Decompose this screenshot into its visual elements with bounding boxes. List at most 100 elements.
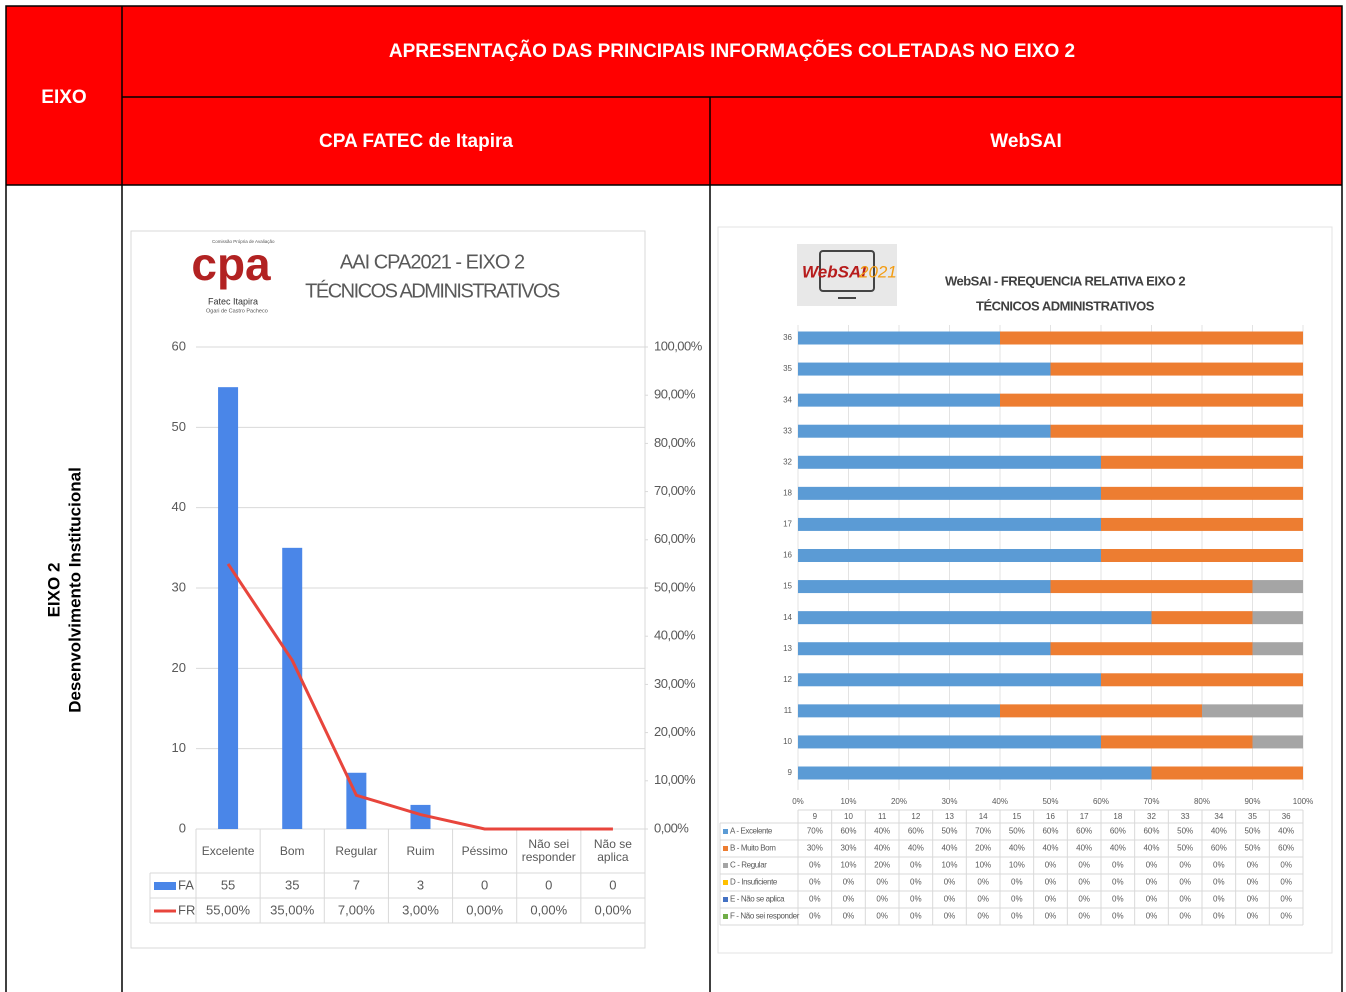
table-value: 40% bbox=[1009, 844, 1025, 853]
table-header: 10 bbox=[844, 812, 853, 821]
y-tick-label: 11 bbox=[784, 706, 793, 715]
x-tick-label: 40% bbox=[992, 797, 1008, 806]
table-value: 35,00% bbox=[270, 902, 315, 917]
table-value: 0% bbox=[1146, 895, 1158, 904]
bar-segment bbox=[1101, 517, 1303, 531]
table-value: 55 bbox=[221, 877, 235, 892]
bar-segment bbox=[1252, 642, 1303, 656]
table-value: 50% bbox=[941, 827, 957, 836]
x-tick-label: 100% bbox=[1293, 797, 1313, 806]
table-value: 0% bbox=[1280, 878, 1292, 887]
table-value: 0% bbox=[1247, 895, 1259, 904]
table-value: 40% bbox=[1211, 827, 1227, 836]
table-value: 40% bbox=[1076, 844, 1092, 853]
table-value: 60% bbox=[1042, 827, 1058, 836]
y-tick-label: 30 bbox=[172, 579, 186, 594]
table-value: 0% bbox=[1179, 861, 1191, 870]
table-value: 70% bbox=[807, 827, 823, 836]
table-value: 10% bbox=[975, 861, 991, 870]
table-value: 0% bbox=[1112, 861, 1124, 870]
y-tick-label: 33 bbox=[783, 426, 792, 435]
table-value: 0% bbox=[1045, 895, 1057, 904]
x-tick-label: 10% bbox=[840, 797, 856, 806]
bar-segment bbox=[798, 735, 1101, 749]
table-value: 40% bbox=[1042, 844, 1058, 853]
table-value: 0% bbox=[1146, 912, 1158, 921]
table-value: 0 bbox=[609, 877, 616, 892]
logo-bg bbox=[797, 244, 897, 306]
table-value: 0% bbox=[944, 895, 956, 904]
bar-segment bbox=[1252, 580, 1303, 594]
chart-title: AAI CPA2021 - EIXO 2 bbox=[340, 251, 525, 273]
y-tick-label: 35 bbox=[783, 364, 792, 373]
table-value: 0% bbox=[977, 895, 989, 904]
chart-subtitle: TÉCNICOS ADMINISTRATIVOS bbox=[976, 298, 1155, 313]
x-tick-label: 80% bbox=[1194, 797, 1210, 806]
table-value: 0% bbox=[843, 912, 855, 921]
legend-label: D - Insuficiente bbox=[730, 878, 778, 887]
table-header: 16 bbox=[1046, 812, 1055, 821]
bar-segment bbox=[798, 580, 1051, 594]
legend-key bbox=[723, 880, 728, 885]
y-tick-label: 14 bbox=[783, 613, 792, 622]
table-value: 0 bbox=[481, 877, 488, 892]
table-value: 3,00% bbox=[402, 902, 439, 917]
y-tick-label: 60 bbox=[172, 338, 186, 353]
x-tick-label: 0% bbox=[792, 797, 804, 806]
table-value: 0 bbox=[545, 877, 552, 892]
table-value: 0% bbox=[1011, 878, 1023, 887]
bar-segment bbox=[1101, 455, 1303, 469]
table-value: 0% bbox=[1179, 895, 1191, 904]
x-tick-label: Bom bbox=[279, 843, 305, 858]
line bbox=[226, 563, 613, 831]
table-value: 30% bbox=[807, 844, 823, 853]
label-box: Não sei responder bbox=[522, 838, 576, 864]
table-value: 40% bbox=[874, 844, 890, 853]
row-eixo: EIXO 2 bbox=[44, 563, 63, 618]
bar-segment bbox=[1252, 735, 1303, 749]
table-value: 60% bbox=[1110, 827, 1126, 836]
legend-key bbox=[723, 863, 728, 868]
label-box: Não se aplica bbox=[594, 838, 632, 864]
x-tick-label: Excelente bbox=[201, 843, 255, 858]
logo-sub: Ogari de Castro Pacheco bbox=[206, 308, 268, 314]
table-value: 0% bbox=[944, 878, 956, 887]
x-tick-label: Ruim bbox=[406, 843, 435, 858]
col-cpa: CPA FATEC de Itapira bbox=[319, 131, 513, 152]
table-value: 20% bbox=[975, 844, 991, 853]
table-value: 0% bbox=[1213, 878, 1225, 887]
table-value: 0% bbox=[1213, 912, 1225, 921]
bar-segment bbox=[798, 331, 1000, 345]
table-value: 0% bbox=[977, 912, 989, 921]
table-value: 0% bbox=[1112, 895, 1124, 904]
x-tick-label: 50% bbox=[1042, 797, 1058, 806]
y2-tick-label: 90,00% bbox=[654, 387, 696, 402]
table-value: 0% bbox=[809, 895, 821, 904]
y-tick-label: 0 bbox=[179, 820, 186, 835]
y2-tick-label: 40,00% bbox=[654, 628, 696, 643]
y-tick-label: 15 bbox=[783, 582, 792, 591]
bar-segment bbox=[1000, 331, 1303, 345]
bar-segment bbox=[1000, 393, 1303, 407]
table-value: 0% bbox=[1280, 895, 1292, 904]
table-value: 0% bbox=[1011, 895, 1023, 904]
table-value: 7 bbox=[353, 877, 360, 892]
table-value: 0% bbox=[1078, 878, 1090, 887]
table-value: 50% bbox=[1244, 827, 1260, 836]
table-value: 0% bbox=[1045, 878, 1057, 887]
table-value: 40% bbox=[874, 827, 890, 836]
table-value: 0% bbox=[1247, 878, 1259, 887]
table-value: 0% bbox=[1045, 912, 1057, 921]
table-value: 0% bbox=[910, 878, 922, 887]
table-value: 0% bbox=[1078, 895, 1090, 904]
table-header: 15 bbox=[1012, 812, 1021, 821]
chart-title: WebSAI - FREQUENCIA RELATIVA EIXO 2 bbox=[945, 273, 1185, 288]
header-bg bbox=[6, 6, 1342, 185]
y-tick-label: 50 bbox=[172, 419, 186, 434]
y2-tick-label: 0,00% bbox=[654, 820, 689, 835]
y2-tick-label: 70,00% bbox=[654, 483, 696, 498]
label-box: Regular bbox=[335, 844, 377, 857]
table-value: 60% bbox=[840, 827, 856, 836]
bar-segment bbox=[798, 517, 1101, 531]
